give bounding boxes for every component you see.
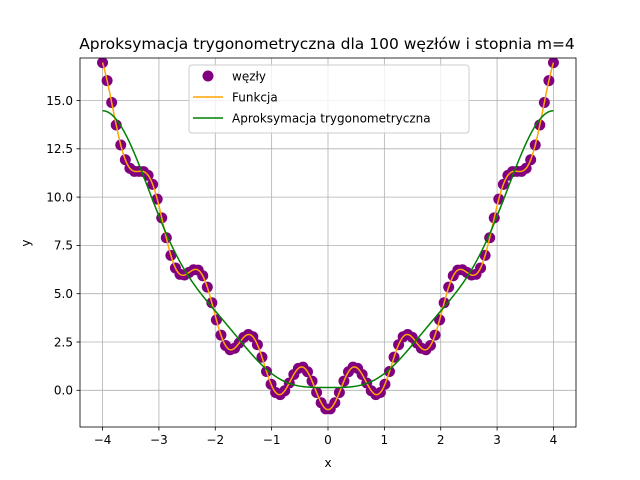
legend-label: węzły: [232, 69, 266, 83]
axes: −4 −3 −2 −1 0 1 2 3 4 0.0 2.5 5.0 7.5 10.0 12.5 15.0: [46, 57, 577, 447]
x-tick-label: −3: [150, 433, 168, 447]
legend-marker-nodes: [202, 70, 214, 82]
y-tick-label: 7.5: [54, 239, 73, 253]
x-tick-label: 0: [324, 433, 332, 447]
x-tick-label: −1: [263, 433, 281, 447]
y-tick-label: 2.5: [54, 335, 73, 349]
legend: węzły Funkcja Aproksymacja trygonometryczn…: [188, 64, 470, 134]
axes-frame: [79, 57, 577, 428]
plot-area: [97, 58, 559, 415]
node-point: [547, 58, 559, 69]
y-tick-label: 12.5: [46, 142, 73, 156]
chart-title: Aproksymacja trygonometryczna dla 100 wę…: [79, 35, 575, 53]
x-tick-label: 1: [381, 433, 389, 447]
y-tick-label: 5.0: [54, 287, 73, 301]
node-point: [97, 58, 109, 69]
x-tick-label: −4: [94, 433, 112, 447]
legend-label: Funkcja: [232, 90, 278, 104]
legend-label: Aproksymacja trygonometryczna: [232, 111, 431, 125]
y-tick-label: 15.0: [46, 94, 73, 108]
x-tick-label: 3: [493, 433, 501, 447]
series-approximation-line: [102, 110, 554, 389]
x-axis-label: x: [324, 456, 331, 470]
x-tick-label: 4: [550, 433, 558, 447]
x-tick-label: 2: [437, 433, 445, 447]
y-tick-label: 10.0: [46, 190, 73, 204]
y-tick-label: 0.0: [54, 384, 73, 398]
series-function-line: [101, 62, 555, 411]
legend-box: [188, 64, 470, 134]
y-axis-label: y: [19, 239, 33, 246]
x-tick-label: −2: [206, 433, 224, 447]
